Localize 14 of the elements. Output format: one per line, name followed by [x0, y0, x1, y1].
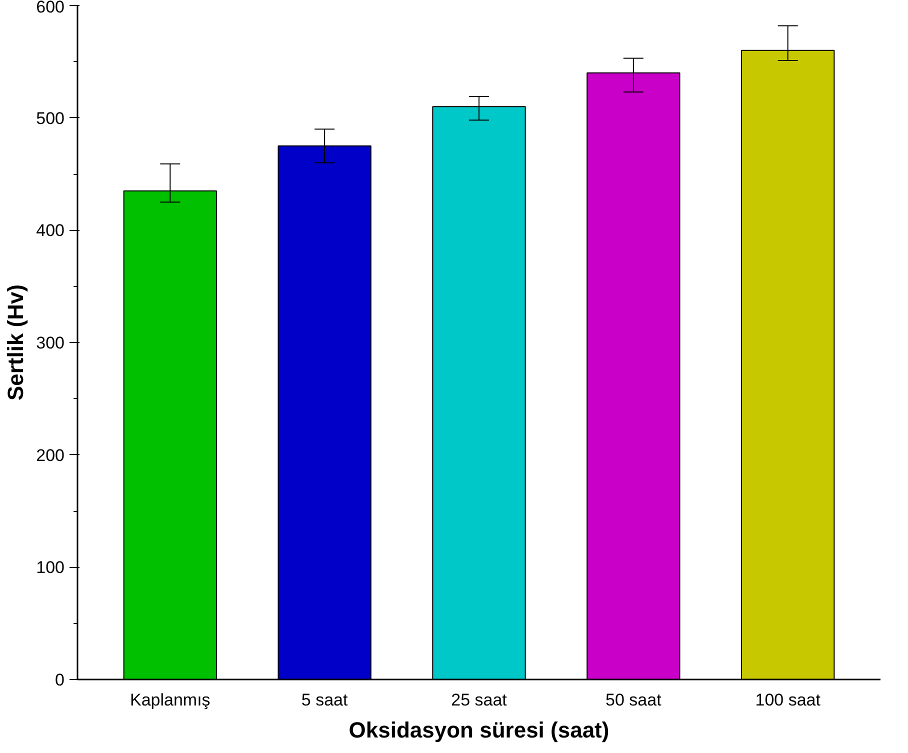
- x-tick-label: 25 saat: [451, 690, 508, 710]
- x-tick-label: 100 saat: [755, 690, 821, 710]
- y-tick-label: 200: [36, 446, 65, 465]
- y-tick-label: 500: [36, 108, 65, 128]
- x-axis-title: Oksidasyon süresi (saat): [348, 718, 610, 742]
- x-tick-label: Kaplanmış: [130, 690, 210, 710]
- x-tick-label: 50 saat: [606, 690, 662, 710]
- y-tick-label: 400: [36, 221, 65, 240]
- y-tick-label: 300: [36, 334, 65, 352]
- x-tick-label: 5 saat: [301, 690, 348, 710]
- y-tick-label: 0: [55, 670, 65, 690]
- y-tick-label: 100: [36, 558, 65, 578]
- y-axis-title: Sertlik (Hv): [3, 284, 28, 401]
- y-tick-label: 600: [36, 0, 65, 16]
